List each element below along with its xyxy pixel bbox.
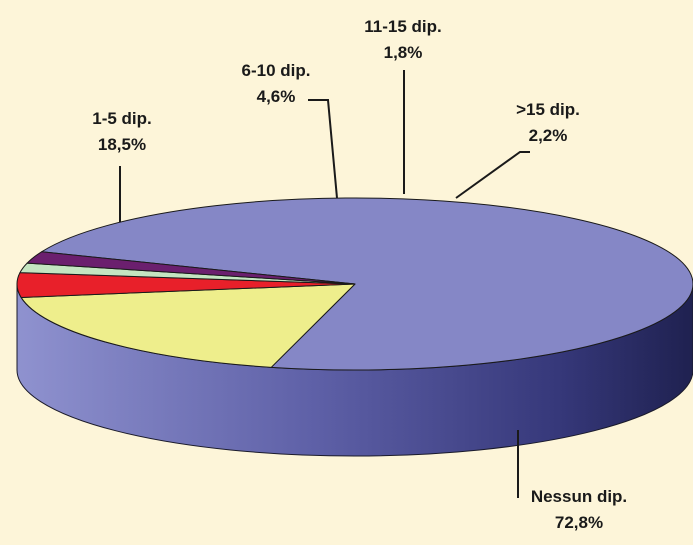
- slice-over-15: [26, 251, 356, 285]
- pie-slices: [16, 197, 693, 371]
- label-over-15: >15 dip.: [516, 100, 580, 119]
- slice-nessun: [41, 197, 693, 371]
- label-11-15: 11-15 dip.: [364, 17, 441, 36]
- value-over-15: 2,2%: [529, 126, 568, 145]
- value-nessun: 72,8%: [555, 513, 603, 532]
- value-11-15: 1,8%: [384, 43, 423, 62]
- leader-line-6-10: [308, 99, 338, 199]
- label-6-10: 6-10 dip.: [242, 61, 311, 80]
- leader-line-over-15: [455, 151, 530, 199]
- label-1-5: 1-5 dip.: [92, 109, 152, 128]
- label-nessun: Nessun dip.: [531, 487, 627, 506]
- slice-labels: Nessun dip. 72,8% 1-5 dip. 18,5% 6-10 di…: [92, 17, 627, 532]
- value-1-5: 18,5%: [98, 135, 146, 154]
- slice-1-5: [20, 283, 356, 368]
- value-6-10: 4,6%: [257, 87, 296, 106]
- leader-lines: [119, 70, 530, 498]
